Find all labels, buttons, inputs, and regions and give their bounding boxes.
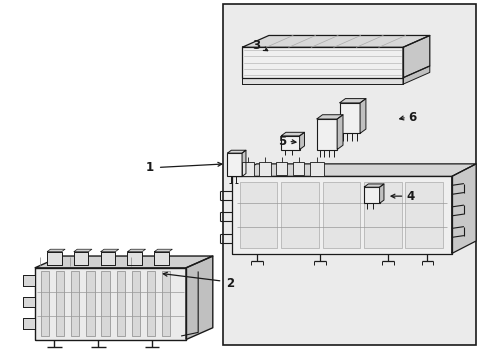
Polygon shape bbox=[281, 132, 304, 136]
Bar bbox=[310, 162, 324, 176]
Polygon shape bbox=[101, 249, 119, 252]
Polygon shape bbox=[127, 249, 145, 252]
Polygon shape bbox=[316, 115, 342, 119]
Bar bbox=[293, 162, 304, 175]
Bar bbox=[146, 271, 155, 336]
Bar bbox=[71, 271, 79, 336]
Polygon shape bbox=[35, 268, 185, 339]
Polygon shape bbox=[74, 249, 92, 252]
Bar bbox=[281, 182, 318, 248]
Polygon shape bbox=[242, 47, 402, 78]
Polygon shape bbox=[185, 256, 212, 339]
Text: 1: 1 bbox=[145, 161, 153, 174]
Bar bbox=[281, 136, 299, 149]
Polygon shape bbox=[22, 318, 35, 329]
Bar bbox=[405, 182, 442, 248]
Polygon shape bbox=[242, 36, 429, 47]
Polygon shape bbox=[47, 249, 65, 252]
Bar bbox=[339, 103, 359, 134]
Text: 2: 2 bbox=[225, 278, 233, 291]
Bar bbox=[101, 271, 109, 336]
Text: 3: 3 bbox=[252, 39, 260, 52]
Text: 6: 6 bbox=[408, 111, 416, 124]
Bar bbox=[41, 271, 49, 336]
Polygon shape bbox=[242, 78, 402, 84]
Polygon shape bbox=[242, 150, 245, 176]
Bar bbox=[116, 271, 124, 336]
Bar bbox=[222, 4, 475, 345]
Bar bbox=[259, 162, 271, 176]
Bar bbox=[242, 162, 254, 176]
Polygon shape bbox=[339, 99, 365, 103]
Polygon shape bbox=[232, 164, 475, 176]
Polygon shape bbox=[227, 150, 245, 153]
Bar bbox=[276, 162, 286, 175]
Bar bbox=[56, 271, 64, 336]
Bar bbox=[131, 271, 140, 336]
Polygon shape bbox=[22, 297, 35, 307]
Bar bbox=[227, 153, 242, 176]
Polygon shape bbox=[22, 275, 35, 286]
Polygon shape bbox=[101, 252, 115, 265]
Bar bbox=[86, 271, 94, 336]
Text: 4: 4 bbox=[406, 190, 413, 203]
Polygon shape bbox=[35, 256, 212, 268]
Polygon shape bbox=[232, 176, 451, 253]
Bar bbox=[363, 187, 379, 203]
Polygon shape bbox=[451, 164, 475, 253]
Bar bbox=[363, 182, 401, 248]
Polygon shape bbox=[127, 252, 142, 265]
Bar bbox=[239, 182, 277, 248]
Polygon shape bbox=[359, 99, 365, 134]
Polygon shape bbox=[47, 252, 61, 265]
Polygon shape bbox=[74, 252, 88, 265]
Polygon shape bbox=[379, 184, 383, 203]
Polygon shape bbox=[402, 66, 429, 84]
Polygon shape bbox=[336, 115, 342, 149]
Bar bbox=[162, 271, 170, 336]
Polygon shape bbox=[299, 132, 304, 149]
Bar bbox=[322, 182, 359, 248]
Polygon shape bbox=[363, 184, 383, 187]
Polygon shape bbox=[154, 249, 172, 252]
Polygon shape bbox=[154, 252, 168, 265]
Polygon shape bbox=[402, 36, 429, 78]
Bar bbox=[316, 119, 336, 149]
Text: 5: 5 bbox=[278, 135, 286, 148]
